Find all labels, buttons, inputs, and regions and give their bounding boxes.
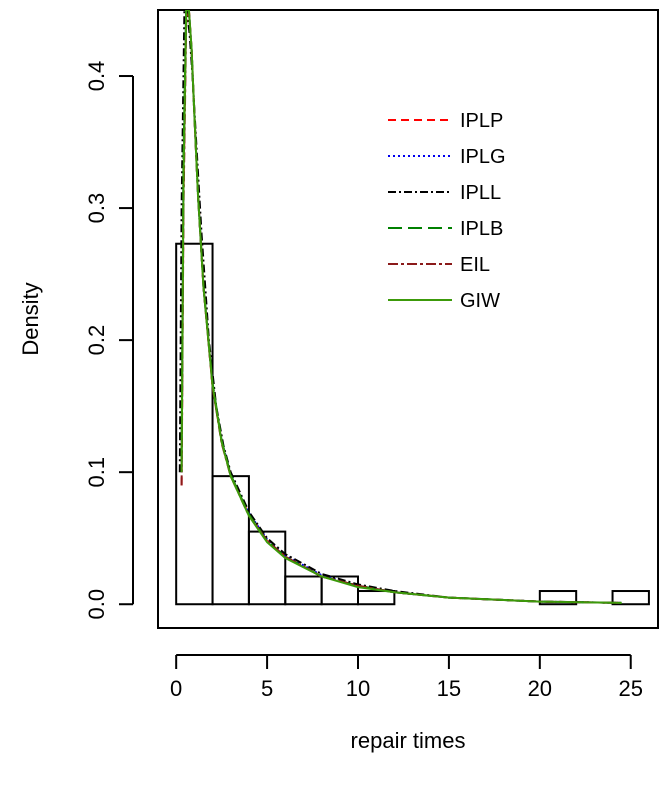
y-tick-label: 0.0 [84,589,109,620]
series-line-giw [180,10,622,604]
histogram-bar [175,242,214,606]
x-axis: 0 5 10 15 20 25 [170,654,643,701]
histogram [175,242,650,606]
x-tick-label: 5 [261,676,273,701]
histogram-bar [211,475,250,606]
histogram-bar [284,575,323,606]
y-tick-label: 0.2 [84,325,109,356]
x-axis-title: repair times [351,728,466,753]
x-tick-label: 10 [346,676,370,701]
histogram-bar [357,590,396,606]
legend-label-eil: EIL [460,254,490,276]
x-tick-label: 25 [618,676,642,701]
y-axis: 0.0 0.1 0.2 0.3 0.4 [84,61,134,620]
y-tick-label: 0.1 [84,457,109,488]
series-line-ipll [178,10,622,604]
histogram-bar [611,590,650,606]
density-curves [178,10,622,604]
x-tick-label: 20 [528,676,552,701]
legend-label-iplp: IPLP [460,110,503,132]
histogram-bar [538,590,578,606]
y-tick-label: 0.3 [84,193,109,224]
legend-label-iplg: IPLG [460,146,506,168]
y-tick-label: 0.4 [84,61,109,92]
x-tick-label: 0 [170,676,182,701]
x-tick-label: 15 [437,676,461,701]
plot-frame [157,9,659,629]
legend-label-iplb: IPLB [460,218,503,240]
legend-label-ipll: IPLL [460,182,501,204]
legend-label-giw: GIW [460,290,500,312]
histogram-bar [247,530,287,606]
y-axis-title: Density [18,282,43,355]
legend: IPLP IPLG IPLL IPLB EIL GIW [388,110,506,312]
